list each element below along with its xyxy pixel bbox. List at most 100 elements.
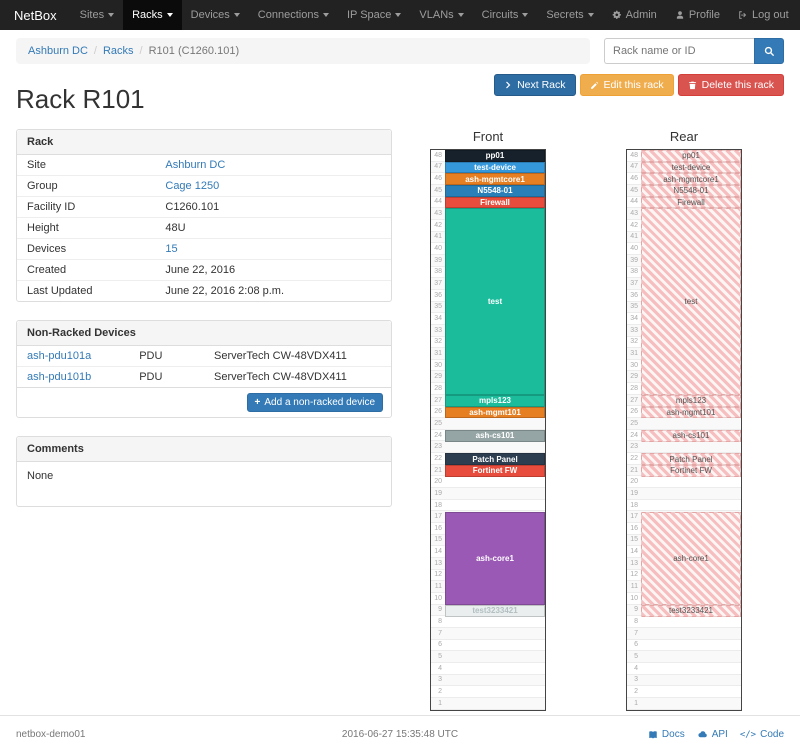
devices-count-link[interactable]: 15: [165, 243, 178, 255]
chevron-down-icon: [322, 13, 329, 17]
next-rack-button[interactable]: Next Rack: [494, 74, 576, 96]
site-link[interactable]: Ashburn DC: [165, 159, 226, 171]
nav-item-secrets[interactable]: Secrets: [537, 0, 602, 30]
attr-label: Last Updated: [27, 285, 93, 297]
add-non-racked-device-button[interactable]: + Add a non-racked device: [246, 393, 383, 412]
nav-label: VLANs: [419, 9, 454, 21]
nav-item-devices[interactable]: Devices: [182, 0, 249, 30]
unit-number: 18: [630, 501, 638, 509]
code-link[interactable]: </> Code: [740, 729, 784, 740]
table-row: ash-pdu101b PDU ServerTech CW-48VDX411: [17, 367, 391, 388]
rear-device-pp01[interactable]: pp01: [641, 150, 741, 162]
rear-unit-1-row: 1: [627, 697, 741, 710]
rear-device-mpls123[interactable]: mpls123: [641, 394, 741, 407]
cloud-icon: [697, 729, 708, 740]
front-device-ash-mgmt101[interactable]: ash-mgmt101: [445, 406, 545, 419]
rear-device-Patch Panel[interactable]: Patch Panel: [641, 453, 741, 465]
nav-item-sites[interactable]: Sites: [71, 0, 123, 30]
chevron-down-icon: [522, 13, 529, 17]
rear-device-ash-cs101[interactable]: ash-cs101: [641, 429, 741, 442]
plus-icon: +: [254, 397, 261, 408]
front-device-pp01[interactable]: pp01: [445, 150, 545, 162]
delete-rack-button[interactable]: Delete this rack: [677, 74, 784, 96]
rear-device-Fortinet FW[interactable]: Fortinet FW: [641, 464, 741, 477]
front-device-test3233421[interactable]: test3233421: [445, 604, 545, 617]
device-link[interactable]: ash-pdu101b: [27, 371, 92, 383]
api-link[interactable]: API: [697, 729, 728, 740]
rear-device-ash-mgmtcore1[interactable]: ash-mgmtcore1: [641, 173, 741, 185]
front-device-ash-core1[interactable]: ash-core1: [445, 511, 545, 605]
unit-number: 15: [434, 536, 442, 544]
rear-device-Firewall[interactable]: Firewall: [641, 196, 741, 209]
front-device-test[interactable]: test: [445, 208, 545, 395]
unit-number: 29: [434, 373, 442, 381]
nav-item-circuits[interactable]: Circuits: [473, 0, 538, 30]
front-device-Fortinet FW[interactable]: Fortinet FW: [445, 464, 545, 477]
edit-rack-label: Edit this rack: [603, 79, 664, 91]
non-racked-devices-panel: Non-Racked Devices ash-pdu101a PDU Serve…: [16, 320, 392, 418]
front-device-N5548-01[interactable]: N5548-01: [445, 184, 545, 197]
nav-label: Connections: [257, 9, 319, 21]
front-device-ash-mgmtcore1[interactable]: ash-mgmtcore1: [445, 173, 545, 185]
main-nav: Sites Racks Devices Connections IP Space…: [71, 0, 603, 30]
rear-device-layer: pp01 test-device ash-mgmtcore1 N5548-01 Fire…: [641, 150, 741, 710]
unit-number: 15: [630, 536, 638, 544]
rear-device-N5548-01[interactable]: N5548-01: [641, 184, 741, 197]
breadcrumb-site-link[interactable]: Ashburn DC: [28, 45, 88, 57]
front-device-mpls123[interactable]: mpls123: [445, 394, 545, 407]
user-icon: [675, 10, 685, 20]
nav-item-connections[interactable]: Connections: [249, 0, 338, 30]
front-unit-19-row: 19: [431, 488, 545, 500]
front-unit-6-row: 6: [431, 640, 545, 652]
unit-number: 38: [434, 268, 442, 276]
nav-item-vlans[interactable]: VLANs: [410, 0, 472, 30]
front-device-Patch Panel[interactable]: Patch Panel: [445, 453, 545, 465]
unit-number: 16: [630, 524, 638, 532]
unit-number: 20: [630, 478, 638, 486]
group-link[interactable]: Cage 1250: [165, 180, 220, 192]
device-link[interactable]: ash-pdu101a: [27, 350, 92, 362]
attr-value: 48U: [155, 217, 391, 239]
footer: netbox-demo01 2016-06-27 15:35:48 UTC Do…: [0, 715, 800, 753]
book-icon: [648, 730, 658, 740]
attr-row-group: Group Cage 1250: [17, 175, 391, 197]
logout-link[interactable]: Log out: [729, 0, 798, 30]
edit-rack-button[interactable]: Edit this rack: [579, 74, 674, 96]
unit-number: 35: [434, 303, 442, 311]
nav-item-ip-space[interactable]: IP Space: [338, 0, 410, 30]
docs-link[interactable]: Docs: [648, 729, 685, 740]
front-device-test-device[interactable]: test-device: [445, 161, 545, 174]
rear-device-test-device[interactable]: test-device: [641, 161, 741, 174]
user-nav: Admin Profile Log out: [603, 0, 800, 30]
unit-number: 22: [434, 454, 442, 462]
comments-panel-title: Comments: [17, 437, 391, 462]
unit-number: 39: [630, 256, 638, 264]
search-button[interactable]: [754, 38, 784, 64]
front-device-ash-cs101[interactable]: ash-cs101: [445, 429, 545, 442]
unit-number: 14: [630, 548, 638, 556]
nav-item-racks[interactable]: Racks: [123, 0, 182, 30]
unit-number: 24: [630, 431, 638, 439]
front-device-layer: pp01 test-device ash-mgmtcore1 N5548-01 Fire…: [445, 150, 545, 710]
front-unit-7-row: 7: [431, 627, 545, 640]
search-input[interactable]: [604, 38, 754, 64]
unit-number: 38: [630, 268, 638, 276]
rear-device-ash-mgmt101[interactable]: ash-mgmt101: [641, 406, 741, 419]
rear-device-test[interactable]: test: [641, 208, 741, 395]
brand-logo[interactable]: NetBox: [14, 7, 57, 23]
breadcrumb-racks-link[interactable]: Racks: [102, 45, 134, 57]
search-icon: [764, 46, 775, 57]
unit-number: 19: [434, 489, 442, 497]
rear-device-ash-core1[interactable]: ash-core1: [641, 511, 741, 605]
rear-unit-18-row: 18: [627, 500, 741, 512]
breadcrumb-separator: /: [93, 45, 97, 57]
unit-number: 44: [434, 198, 442, 206]
admin-link[interactable]: Admin: [603, 0, 666, 30]
title-row: Next Rack Edit this rack Delete this rac…: [16, 72, 784, 115]
attr-value: 15: [155, 238, 391, 260]
unit-number: 12: [630, 571, 638, 579]
rear-device-test3233421[interactable]: test3233421: [641, 604, 741, 617]
front-device-Firewall[interactable]: Firewall: [445, 196, 545, 209]
unit-number: 43: [630, 210, 638, 218]
profile-link[interactable]: Profile: [666, 0, 729, 30]
